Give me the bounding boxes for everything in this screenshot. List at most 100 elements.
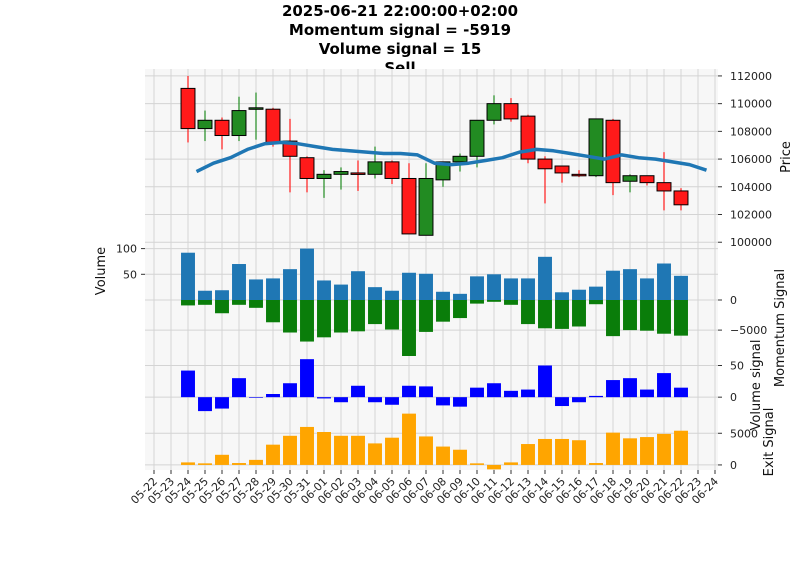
candle-body: [537, 158, 553, 170]
exit-bar: [249, 459, 263, 465]
exit-bar: [606, 432, 620, 465]
momentum-tick-label: −5000: [730, 324, 767, 337]
candle-body: [333, 171, 349, 175]
exit-bar: [351, 435, 365, 465]
volume-panel: [181, 248, 688, 300]
volume-bar: [266, 278, 280, 300]
title-line: Momentum signal = -5919: [289, 21, 511, 39]
candle-body: [384, 161, 400, 179]
momentum-bar: [266, 300, 280, 323]
volsig-bar: [402, 385, 416, 398]
exit-bar: [572, 440, 586, 465]
candle-body: [401, 177, 417, 235]
volume-bar: [215, 290, 229, 300]
volsig-bar: [589, 395, 603, 398]
volsig-bar: [334, 397, 348, 403]
volume-bar: [453, 293, 467, 300]
volume-bar: [249, 279, 263, 300]
momentum-bar: [606, 300, 620, 337]
volsig-bar: [368, 397, 382, 403]
volume-bar: [623, 269, 637, 300]
price-tick-label: 102000: [730, 209, 772, 222]
volume-axis-label: Volume: [94, 247, 109, 295]
price-tick-label: 108000: [730, 125, 772, 138]
volume-signal-panel: [181, 359, 688, 412]
volsig-bar: [419, 386, 433, 398]
momentum-bar: [283, 300, 297, 333]
volume-bar: [351, 271, 365, 300]
candle-body: [588, 118, 604, 177]
momentum-bar: [198, 300, 212, 305]
candle-body: [435, 161, 451, 181]
volsig-bar: [606, 380, 620, 398]
volsig-bar: [623, 378, 637, 398]
volsig-bar: [572, 397, 586, 403]
volsig-bar: [470, 387, 484, 398]
price-tick-label: 104000: [730, 181, 772, 194]
volsig-bar: [266, 394, 280, 398]
volsig-bar: [283, 383, 297, 398]
volsig-tick-label: 50: [730, 360, 744, 373]
exit-bar: [453, 449, 467, 465]
candle-body: [367, 161, 383, 175]
momentum-bar: [436, 300, 450, 322]
exit-bar: [640, 437, 654, 465]
candle-body: [503, 103, 519, 120]
candle-body: [605, 119, 621, 184]
volume-bar: [487, 274, 501, 300]
candle-body: [231, 110, 247, 137]
momentum-bar: [232, 300, 246, 305]
exit-bar: [504, 462, 518, 465]
volsig-bar: [249, 397, 263, 398]
candle-body: [656, 182, 672, 192]
momentum-bar: [419, 300, 433, 332]
momentum-panel: [181, 300, 688, 356]
volsig-bar: [232, 378, 246, 398]
volsig-bar: [674, 387, 688, 398]
exit-tick-label: 5000: [730, 427, 758, 440]
candle-body: [673, 190, 689, 206]
volume-tick-label: 100: [116, 243, 137, 256]
momentum-tick-label: 0: [730, 294, 737, 307]
volume-bar: [640, 278, 654, 300]
exit-bar: [283, 435, 297, 465]
volume-bar: [504, 278, 518, 300]
candle-body: [265, 108, 281, 143]
momentum-bar: [555, 300, 569, 329]
momentum-bar: [674, 300, 688, 336]
momentum-bar: [317, 300, 331, 338]
volume-tick-label: 50: [123, 268, 137, 281]
candle-body: [350, 172, 366, 175]
momentum-bar: [589, 300, 603, 305]
candle-body: [622, 175, 638, 182]
exit-bar: [215, 454, 229, 465]
exit-bar: [487, 464, 501, 470]
candle-body: [452, 155, 468, 163]
volume-bar: [555, 292, 569, 300]
volsig-tick-label: 0: [730, 391, 737, 404]
momentum-bar: [351, 300, 365, 332]
moving-average-line: [195, 140, 708, 174]
volume-bar: [385, 290, 399, 300]
exit-bar: [470, 463, 484, 465]
exit-bar: [300, 426, 314, 465]
volsig-bar: [385, 397, 399, 405]
volsig-bar: [555, 397, 569, 407]
candle-body: [520, 115, 536, 160]
price-tick-label: 106000: [730, 153, 772, 166]
volume-bar: [198, 290, 212, 300]
exit-signal-panel: [181, 413, 688, 470]
momentum-bar: [487, 300, 501, 302]
momentum-bar: [368, 300, 382, 325]
volume-bar: [436, 291, 450, 300]
exit-bar: [181, 462, 195, 465]
candle-body: [180, 87, 196, 130]
volume-bar: [589, 286, 603, 300]
candle-body: [299, 157, 315, 179]
exit-bar: [436, 446, 450, 465]
exit-bar: [419, 436, 433, 465]
momentum-bar: [470, 300, 484, 304]
exit-bar: [402, 413, 416, 465]
volume-bar: [606, 270, 620, 300]
exit-bar: [334, 435, 348, 465]
